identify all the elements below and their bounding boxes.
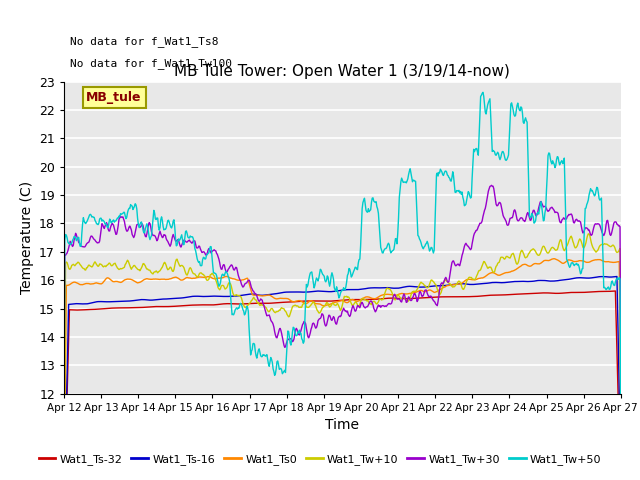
- Wat1_Ts0: [410, 290, 418, 296]
- Wat1_Ts0: [127, 276, 135, 282]
- Y-axis label: Temperature (C): Temperature (C): [20, 181, 33, 294]
- Wat1_Tw+30: [488, 182, 495, 188]
- Line: Wat1_Tw+10: Wat1_Tw+10: [64, 234, 621, 480]
- Wat1_Tw+50: [127, 203, 135, 209]
- Wat1_Ts-32: [612, 288, 620, 294]
- Wat1_Tw+30: [617, 394, 625, 399]
- Wat1_Tw+50: [60, 403, 68, 409]
- Wat1_Ts0: [617, 416, 625, 422]
- Wat1_Ts-16: [426, 284, 434, 289]
- Wat1_Tw+50: [617, 428, 625, 433]
- Line: Wat1_Ts0: Wat1_Ts0: [64, 259, 621, 480]
- Legend: Wat1_Ts-32, Wat1_Ts-16, Wat1_Ts0, Wat1_Tw+10, Wat1_Tw+30, Wat1_Tw+50: Wat1_Ts-32, Wat1_Ts-16, Wat1_Ts0, Wat1_T…: [34, 450, 606, 469]
- Wat1_Ts0: [214, 276, 221, 281]
- Wat1_Tw+10: [584, 231, 592, 237]
- Wat1_Ts-32: [426, 294, 434, 300]
- Wat1_Ts-16: [613, 274, 621, 279]
- Wat1_Ts-16: [214, 293, 221, 299]
- Wat1_Tw+10: [426, 279, 434, 285]
- Wat1_Ts-16: [70, 301, 78, 307]
- Line: Wat1_Ts-32: Wat1_Ts-32: [64, 291, 621, 480]
- Wat1_Ts-32: [127, 305, 135, 311]
- Wat1_Tw+30: [426, 293, 434, 299]
- Wat1_Ts0: [70, 279, 78, 285]
- Wat1_Tw+10: [214, 282, 221, 288]
- Wat1_Ts-32: [70, 307, 78, 313]
- Wat1_Tw+30: [184, 238, 192, 244]
- X-axis label: Time: Time: [325, 418, 360, 432]
- Line: Wat1_Tw+50: Wat1_Tw+50: [64, 92, 621, 431]
- Wat1_Tw+50: [479, 89, 487, 95]
- Text: No data for f_Wat1_Ts8: No data for f_Wat1_Ts8: [70, 36, 218, 47]
- Wat1_Ts-16: [410, 284, 418, 289]
- Wat1_Tw+50: [70, 234, 78, 240]
- Line: Wat1_Tw+30: Wat1_Tw+30: [64, 185, 621, 415]
- Wat1_Tw+10: [127, 266, 135, 272]
- Wat1_Tw+30: [214, 252, 221, 257]
- Wat1_Ts-32: [214, 301, 221, 307]
- Wat1_Tw+30: [70, 237, 78, 243]
- Wat1_Tw+10: [70, 262, 78, 268]
- Wat1_Tw+50: [426, 247, 434, 252]
- Wat1_Ts-16: [127, 298, 135, 304]
- Wat1_Ts0: [550, 256, 558, 262]
- Wat1_Tw+30: [127, 227, 135, 233]
- Wat1_Ts-32: [184, 302, 192, 308]
- Wat1_Ts-16: [184, 294, 192, 300]
- Wat1_Tw+50: [410, 178, 418, 183]
- Text: MB_tule: MB_tule: [86, 91, 142, 104]
- Wat1_Ts-16: [617, 464, 625, 470]
- Wat1_Tw+50: [184, 234, 192, 240]
- Wat1_Tw+50: [214, 276, 221, 282]
- Wat1_Tw+10: [184, 271, 192, 276]
- Wat1_Tw+30: [410, 291, 418, 297]
- Wat1_Ts-32: [410, 296, 418, 301]
- Title: MB Tule Tower: Open Water 1 (3/19/14-now): MB Tule Tower: Open Water 1 (3/19/14-now…: [175, 64, 510, 79]
- Wat1_Tw+10: [617, 367, 625, 372]
- Wat1_Ts0: [184, 275, 192, 281]
- Wat1_Tw+30: [60, 412, 68, 418]
- Text: No data for f_Wat1_Tw100: No data for f_Wat1_Tw100: [70, 58, 232, 69]
- Wat1_Tw+10: [410, 288, 418, 294]
- Line: Wat1_Ts-16: Wat1_Ts-16: [64, 276, 621, 480]
- Wat1_Ts0: [426, 287, 434, 293]
